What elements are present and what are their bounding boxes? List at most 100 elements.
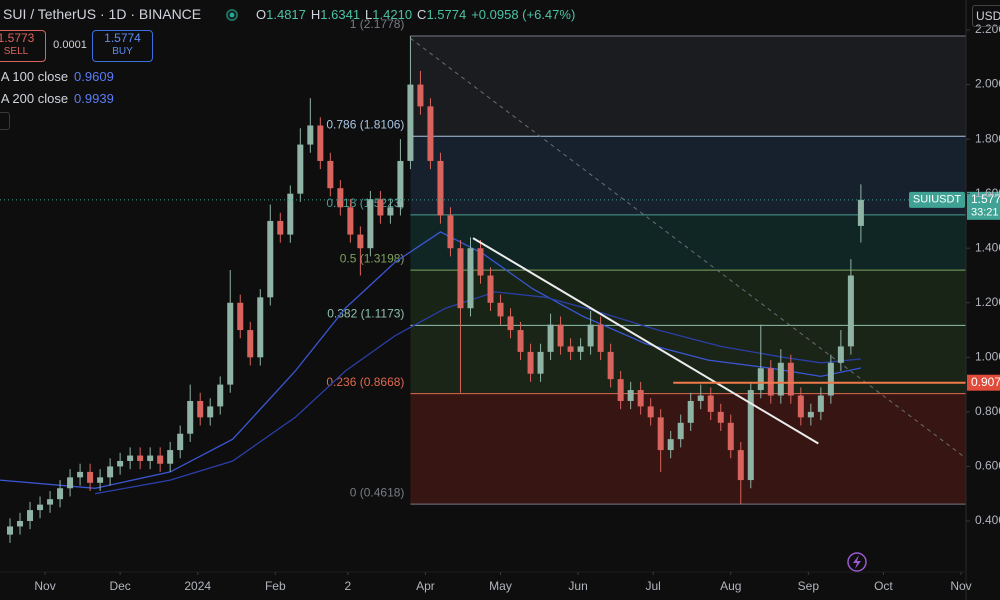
overlay-lines xyxy=(0,37,967,495)
candle-body xyxy=(647,406,654,418)
candle-body xyxy=(147,455,154,461)
candle-body xyxy=(697,395,704,401)
candle-body xyxy=(317,125,324,161)
ohlc-key: H xyxy=(310,7,321,22)
candle-body xyxy=(217,384,224,407)
x-tick-label: 2024 xyxy=(184,579,211,593)
fib-label: 0.786 (1.8106) xyxy=(326,117,404,131)
candle-body xyxy=(367,199,374,249)
candle-body xyxy=(787,362,794,396)
candle-body xyxy=(57,488,64,500)
candle-body xyxy=(277,220,284,235)
y-tick-label: 2.000 xyxy=(975,77,1000,91)
candle-body xyxy=(137,455,144,461)
y-tick-label: 0.400 xyxy=(975,513,1000,527)
candle-body xyxy=(567,346,574,352)
x-tick-label: Jul xyxy=(646,579,661,593)
y-tick-label: 1.600 xyxy=(975,186,1000,200)
currency-button[interactable]: USDT xyxy=(972,5,1000,27)
candle-body xyxy=(517,330,524,352)
candle-body xyxy=(827,362,834,396)
ma-legend: MA 200 close 0.9939 xyxy=(0,91,114,106)
ohlc-key: L xyxy=(365,7,373,22)
ma-name: MA 200 close xyxy=(0,91,69,106)
fib-band xyxy=(410,36,966,137)
countdown: 33:21 xyxy=(971,207,999,219)
x-tick-label: Sep xyxy=(798,579,820,593)
candle-body xyxy=(677,422,684,440)
x-tick-label: Dec xyxy=(109,579,130,593)
y-tick-label: 1.200 xyxy=(975,295,1000,309)
candle-body xyxy=(777,362,784,396)
candle-body xyxy=(557,324,564,347)
trend-line xyxy=(472,237,819,445)
candle-body xyxy=(117,460,124,467)
candle-body xyxy=(337,188,344,208)
candle-body xyxy=(607,351,614,380)
y-tick-label: 1.800 xyxy=(975,131,1000,145)
candle-body xyxy=(267,220,274,298)
y-tick-label: 1.000 xyxy=(975,350,1000,364)
buy-button[interactable]: 1.5774 BUY xyxy=(92,30,153,62)
candle-body xyxy=(207,406,214,418)
candle-body xyxy=(587,324,594,347)
x-tick-label: Jun xyxy=(568,579,587,593)
level-tag-label: 0.907 xyxy=(971,375,1000,389)
ma-legend: MA 100 close 0.9609 xyxy=(0,69,114,84)
x-tick-label: May xyxy=(489,579,512,593)
candle-body xyxy=(537,351,544,374)
candle-body xyxy=(457,248,464,309)
candle-body xyxy=(77,471,84,478)
level-tag xyxy=(967,374,1000,391)
x-tick-label: Aug xyxy=(720,579,741,593)
y-tick-label: 0.600 xyxy=(975,459,1000,473)
candle-body xyxy=(327,160,334,189)
x-tick-label: 2 xyxy=(345,579,352,593)
lightning-icon[interactable] xyxy=(847,552,867,572)
y-tick-label: 2.200 xyxy=(975,22,1000,36)
ma-value: 0.9939 xyxy=(74,91,114,106)
candle-body xyxy=(247,330,254,358)
annotations: 0.907 SUIUSDT 1.577433:21 xyxy=(0,191,1000,445)
sell-button[interactable]: 1.5773 SELL xyxy=(0,30,46,62)
symbol: SUI / TetherUS · 1D · BINANCE xyxy=(3,6,202,22)
lightning-glyph xyxy=(853,555,861,569)
candle-body xyxy=(487,275,494,303)
candle-body xyxy=(717,411,724,423)
candle-body xyxy=(227,302,234,385)
candle-body xyxy=(667,439,674,451)
fib-band xyxy=(410,136,966,215)
price-tag xyxy=(967,191,1000,220)
candle-body xyxy=(687,400,694,423)
candle-body xyxy=(297,144,304,194)
candle-body xyxy=(727,422,734,451)
symbol-tag xyxy=(909,191,965,208)
candle-body xyxy=(347,207,354,235)
fib-label: 1 (2.1778) xyxy=(350,17,405,31)
candle-body xyxy=(427,106,434,161)
candle-body xyxy=(177,433,184,451)
candle-body xyxy=(817,395,824,412)
y-tick-label: 0.800 xyxy=(975,404,1000,418)
candle-body xyxy=(287,193,294,235)
candle-body xyxy=(197,400,204,418)
change: +0.0958 (+6.47%) xyxy=(471,7,576,22)
buy-label: BUY xyxy=(112,46,133,57)
candle-body xyxy=(37,504,44,511)
ma-name: MA 100 close xyxy=(0,69,69,84)
x-tick-label: Oct xyxy=(874,579,893,593)
ohlc-value: 1.4210 xyxy=(372,7,413,22)
fib-label: 0 (0.4618) xyxy=(350,485,405,499)
candle-body xyxy=(657,417,664,451)
candle-body xyxy=(407,84,414,161)
fib-retracement: 1 (2.1778)0.786 (1.8106)0.618 (1.5223)0.… xyxy=(326,17,966,505)
ma-value: 0.9609 xyxy=(74,69,114,84)
candle-body xyxy=(307,125,314,145)
candle-body xyxy=(17,520,24,527)
candle-body xyxy=(857,199,864,226)
candle-body xyxy=(357,234,364,249)
collapse-button[interactable] xyxy=(0,112,10,130)
fib-band xyxy=(410,270,966,326)
candle-body xyxy=(167,450,174,464)
candle-body xyxy=(737,450,744,481)
